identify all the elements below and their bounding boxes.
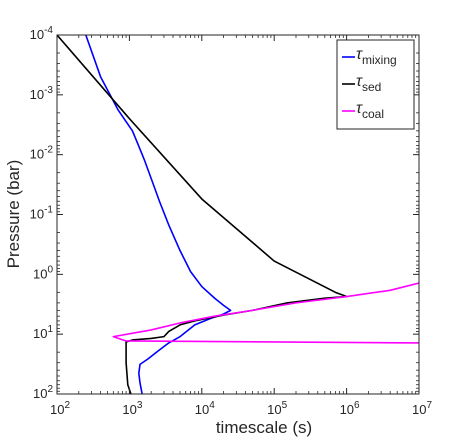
legend-label-mixing: τmixing [356,46,397,67]
legend: τmixing τsed τcoal [336,39,415,130]
series-layer [57,35,419,394]
x-tick-label: 104 [195,400,215,417]
y-tick-label: 101 [33,324,53,341]
y-tick-label: 10-4 [30,25,54,42]
x-tick-label: 103 [122,400,142,417]
series-line-coal [112,282,419,344]
y-tick-label: 10-2 [30,145,54,162]
x-tick-label: 105 [267,400,287,417]
axes-layer: 102 103 104 105 106 107 10-4 10-3 10-2 10-1 100 101… [30,25,433,417]
legend-label-sed: τsed [356,73,381,94]
legend-label-coal: τcoal [356,100,384,121]
x-axis-title: timescale (s) [216,418,312,437]
series-line-mixing [85,35,232,394]
x-tick-label: 102 [50,400,70,417]
x-tick-label: 106 [340,400,360,417]
x-tick-label: 107 [412,400,432,417]
y-tick-label: 10-3 [30,85,54,102]
y-axis-title: Pressure (bar) [4,160,23,269]
y-tick-label: 100 [33,264,53,281]
y-tick-label: 102 [33,384,53,401]
y-tick-label: 10-1 [30,205,54,222]
